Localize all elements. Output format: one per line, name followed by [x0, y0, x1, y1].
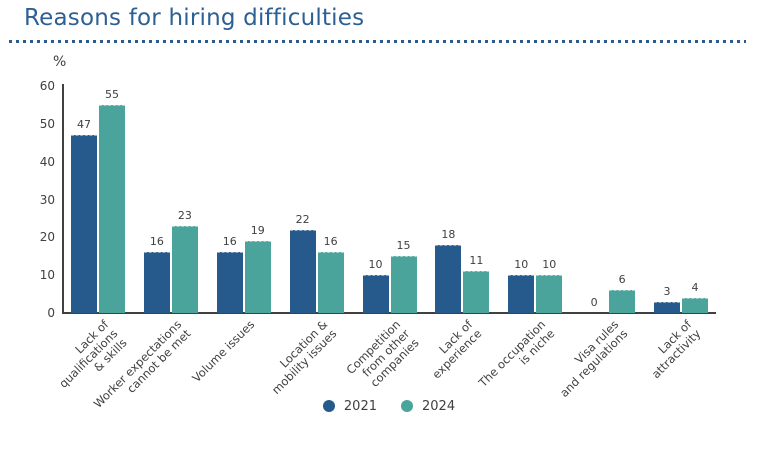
- y-tick-label: 0: [47, 306, 55, 320]
- bar-2021: [71, 135, 97, 313]
- y-tick-label: 10: [39, 268, 55, 283]
- page-title: Reasons for hiring difficulties: [24, 5, 365, 31]
- value-label-2024: 10: [542, 258, 557, 272]
- bar-2024: [682, 297, 708, 313]
- value-label-2024: 6: [618, 273, 626, 287]
- value-label-2024: 55: [105, 87, 119, 101]
- value-label-2021: 0: [590, 296, 598, 309]
- value-label-2021: 16: [222, 235, 237, 249]
- value-label-2024: 4: [691, 280, 699, 294]
- bar-2024: [171, 225, 198, 313]
- bar-2021: [435, 244, 462, 313]
- legend-label: 2024: [422, 398, 456, 414]
- value-label-2021: 18: [441, 227, 456, 241]
- bar-2024: [536, 275, 563, 313]
- bar-2021: [508, 275, 535, 313]
- y-tick-label: 40: [39, 154, 55, 169]
- value-label-2021: 22: [295, 212, 310, 226]
- bar-2024: [244, 241, 271, 313]
- value-label-2021: 10: [514, 258, 529, 272]
- bar-2024: [609, 290, 636, 313]
- bar-2024: [317, 252, 344, 313]
- bar-2024: [99, 104, 125, 313]
- value-label-2024: 19: [250, 224, 265, 238]
- legend: 2021 2024: [62, 396, 716, 416]
- bar-chart: % 0 10 20 30 40 50 60 47 55 Lack of qualifications…: [0, 48, 768, 425]
- value-label-2021: 10: [368, 258, 383, 272]
- bar-2021: [289, 229, 316, 313]
- value-label-2021: 47: [77, 118, 91, 132]
- y-tick-label: 50: [39, 116, 55, 131]
- legend-swatch-2024: [401, 400, 413, 412]
- legend-label: 2021: [343, 398, 377, 414]
- bar-2021: [654, 301, 680, 313]
- value-label-2024: 15: [396, 239, 411, 253]
- value-label-2021: 16: [149, 235, 164, 249]
- bar-2024: [463, 271, 490, 313]
- value-label-2024: 11: [469, 254, 484, 268]
- legend-swatch-2021: [322, 400, 335, 412]
- y-axis-unit-label: %: [53, 54, 67, 70]
- y-tick-label: 20: [39, 230, 55, 245]
- value-label-2021: 3: [663, 284, 671, 298]
- value-label-2024: 16: [323, 235, 338, 249]
- bar-2024: [390, 256, 417, 313]
- y-tick-label: 30: [39, 192, 55, 207]
- legend-item-2024: 2024: [401, 399, 455, 414]
- title-divider-dotted-line: [9, 40, 746, 43]
- x-axis-line: [62, 312, 716, 314]
- y-axis-line: [62, 84, 64, 314]
- bar-2021: [143, 252, 170, 313]
- y-tick-label: 60: [39, 79, 55, 93]
- legend-item-2021: 2021: [322, 398, 377, 414]
- value-label-2024: 23: [177, 208, 192, 222]
- bar-2021: [216, 252, 243, 313]
- bar-2021: [362, 275, 389, 313]
